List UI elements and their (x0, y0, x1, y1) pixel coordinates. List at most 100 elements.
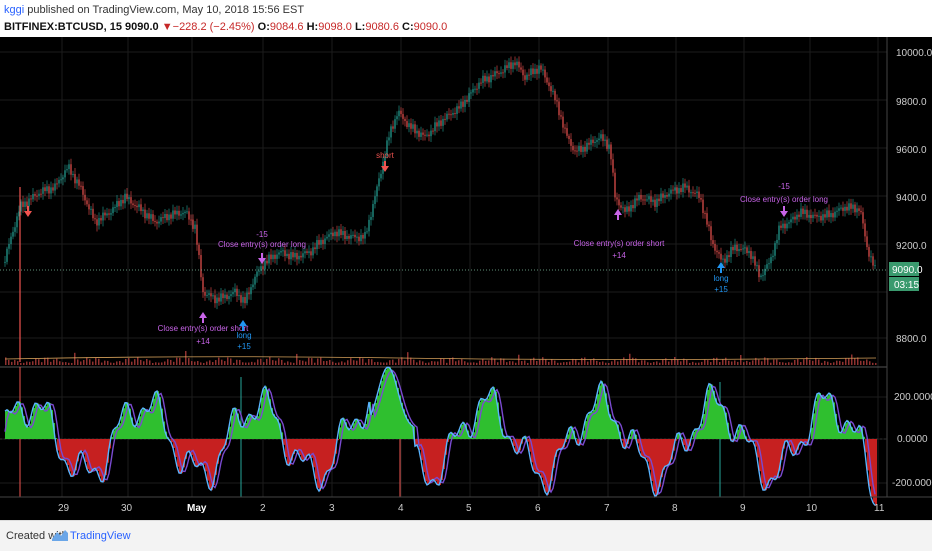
volume-bar (863, 361, 865, 365)
symbol-label[interactable]: BITFINEX:BTCUSD, 15 (4, 21, 122, 33)
candle-body (736, 245, 737, 251)
volume-bar (197, 361, 199, 365)
candle-body (398, 111, 399, 116)
candle-body (156, 222, 157, 224)
candle-body (292, 252, 293, 257)
volume-bar (392, 360, 394, 365)
volume-bar (278, 358, 280, 365)
volume-bar (293, 363, 295, 365)
osc-histogram-bar (27, 427, 29, 439)
volume-bar (590, 360, 592, 365)
candle-body (172, 210, 173, 218)
candle-body (178, 211, 179, 216)
osc-histogram-bar (647, 439, 649, 462)
candle-body (80, 186, 81, 187)
footer: Created with TradingView (0, 520, 932, 551)
candle-body (298, 256, 299, 259)
candle-body (428, 135, 429, 136)
volume-bar (779, 362, 781, 365)
candle-body (572, 146, 573, 150)
candle-body (630, 205, 631, 211)
tradingview-brand-link[interactable]: TradingView (70, 530, 131, 542)
candle-body (306, 251, 307, 253)
candle-body (750, 251, 751, 259)
volume-bar (491, 357, 493, 365)
osc-histogram-bar (201, 439, 203, 463)
candle-body (786, 224, 787, 229)
volume-bar (158, 363, 160, 365)
candle-body (604, 140, 605, 141)
candle-body (404, 119, 405, 121)
candle-body (758, 265, 759, 277)
volume-bar (680, 361, 682, 365)
candle-body (388, 137, 389, 140)
tradingview-logo-icon[interactable] (52, 529, 68, 541)
volume-bar (353, 360, 355, 365)
candle-body (870, 256, 871, 257)
osc-histogram-bar (259, 408, 261, 439)
osc-histogram-bar (487, 399, 489, 439)
candle-body (840, 208, 841, 209)
osc-histogram-bar (309, 439, 311, 454)
volume-bar (371, 359, 373, 365)
candle-body (118, 201, 119, 206)
candle-body (820, 216, 821, 221)
candle-body (664, 195, 665, 198)
candle-body (318, 240, 319, 245)
author-link[interactable]: kggi (4, 4, 24, 16)
candle-body (838, 208, 839, 211)
candle-body (188, 211, 189, 219)
candle-body (248, 293, 249, 295)
candle-body (774, 243, 775, 256)
candle-body (776, 240, 777, 243)
volume-bar (743, 362, 745, 365)
volume-bar (44, 358, 46, 365)
volume-bar (662, 359, 664, 365)
volume-bar (839, 361, 841, 365)
candle-body (788, 222, 789, 223)
volume-bar (263, 362, 265, 365)
candle-body (498, 73, 499, 74)
candle-body (476, 89, 477, 90)
candle-body (334, 232, 335, 236)
time-tick: 30 (121, 503, 133, 514)
candle-body (752, 256, 753, 259)
volume-bar (794, 360, 796, 365)
candle-body (276, 254, 277, 258)
volume-bar (695, 363, 697, 365)
candle-body (274, 255, 275, 259)
candle-body (346, 236, 347, 239)
osc-histogram-bar (327, 439, 329, 471)
volume-bar (566, 362, 568, 365)
annotation-amount: +15 (237, 342, 251, 351)
candle-body (670, 190, 671, 194)
candle-body (742, 248, 743, 249)
candle-body (26, 202, 27, 207)
volume-bar (731, 362, 733, 365)
candle-body (730, 247, 731, 257)
candle-body (590, 140, 591, 145)
osc-histogram-bar (295, 439, 297, 450)
candle-body (660, 193, 661, 201)
chart-svg[interactable]: Close entry(s) order short+14long+15-15C… (0, 37, 932, 520)
candle-body (872, 256, 873, 265)
candle-body (568, 136, 569, 139)
volume-bar (161, 362, 163, 365)
candle-body (272, 255, 273, 259)
volume-bar (83, 360, 85, 365)
osc-histogram-bar (821, 396, 823, 439)
candle-body (60, 179, 61, 180)
time-tick: 5 (466, 503, 472, 514)
volume-bar (698, 363, 700, 365)
candle-body (816, 215, 817, 217)
volume-bar (119, 361, 121, 365)
candle-body (54, 183, 55, 190)
volume-bar (155, 362, 157, 365)
osc-histogram-bar (355, 419, 357, 439)
volume-bar (131, 362, 133, 365)
candle-body (6, 249, 7, 262)
volume-bar (494, 359, 496, 365)
volume-bar (443, 359, 445, 365)
candle-body (238, 295, 239, 296)
